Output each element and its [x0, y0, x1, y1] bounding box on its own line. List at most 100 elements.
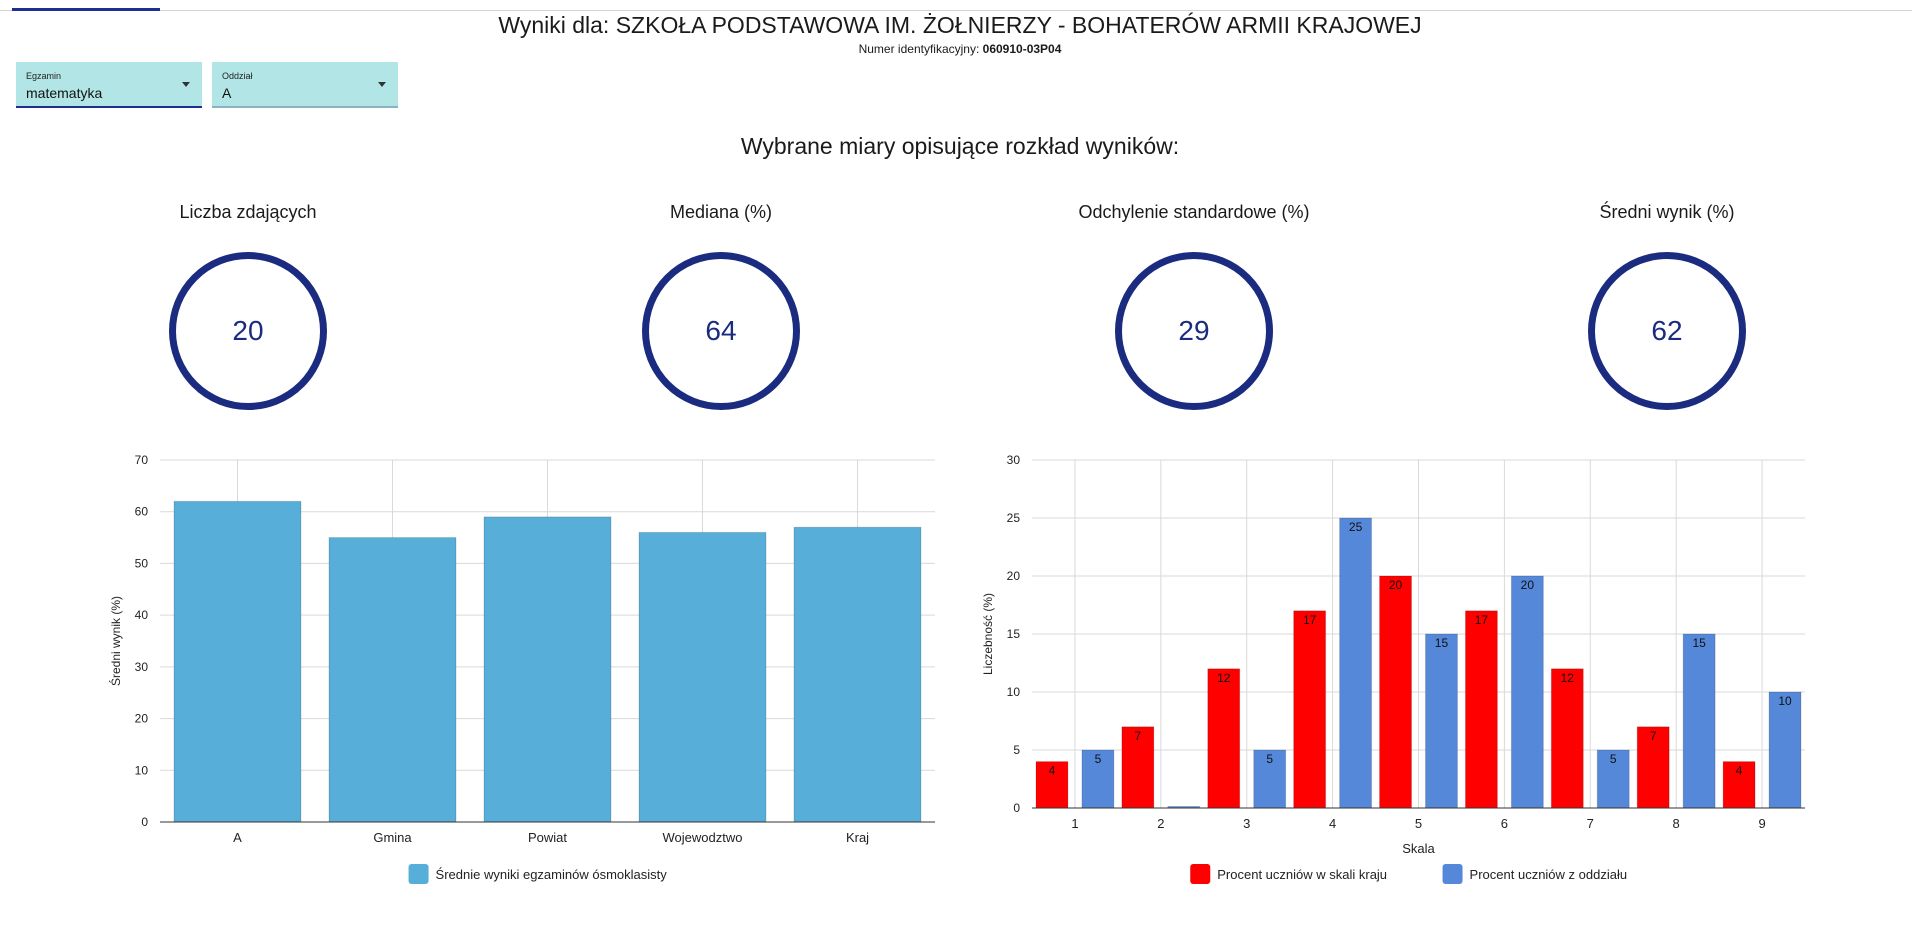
y-tick-label: 60: [135, 505, 149, 519]
class-select-label: Oddział: [222, 71, 253, 81]
y-tick-label: 0: [141, 815, 148, 829]
data-label: 5: [1266, 752, 1273, 766]
x-tick-label: 3: [1243, 816, 1250, 831]
bar: [1722, 761, 1756, 809]
data-label: 5: [1610, 752, 1617, 766]
stat-label: Liczba zdających: [179, 202, 317, 222]
stat-card-stddev: Odchylenie standardowe (%) 29: [1044, 202, 1344, 410]
y-tick-label: 25: [1007, 511, 1021, 525]
bar: [1596, 749, 1630, 809]
x-tick-label: 6: [1501, 816, 1508, 831]
x-tick-label: Gmina: [373, 830, 412, 845]
y-axis-title: Średni wynik (%): [108, 596, 123, 686]
data-label: 4: [1049, 764, 1056, 778]
stat-label: Odchylenie standardowe (%): [1078, 202, 1310, 222]
bar: [638, 531, 767, 823]
data-label: 17: [1303, 613, 1317, 627]
bar: [483, 516, 612, 823]
stat-card-count: Liczba zdających 20: [98, 202, 398, 410]
x-tick-label: 4: [1329, 816, 1336, 831]
tab-underline: [0, 10, 1912, 11]
bar: [1636, 726, 1670, 809]
bar: [1768, 691, 1802, 809]
x-tick-label: A: [233, 830, 242, 845]
bar: [1293, 610, 1327, 809]
bar: [1339, 517, 1373, 809]
data-label: 15: [1692, 636, 1706, 650]
school-id-value: 060910-03P04: [982, 42, 1062, 56]
stat-ring: 64: [642, 252, 800, 410]
x-tick-label: 7: [1587, 816, 1594, 831]
legend-swatch: [1190, 864, 1211, 884]
stat-value: 62: [1651, 315, 1683, 346]
bar: [1550, 668, 1584, 809]
y-tick-label: 0: [1013, 801, 1020, 815]
y-tick-label: 5: [1013, 743, 1020, 757]
bar: [1121, 726, 1155, 809]
bar: [1379, 575, 1412, 809]
bar: [1081, 749, 1115, 809]
bar: [1510, 575, 1544, 809]
school-id-label: Numer identyfikacyjny:: [858, 42, 980, 56]
y-tick-label: 10: [1007, 685, 1021, 699]
data-label: 12: [1561, 671, 1575, 685]
stat-card-mean: Średni wynik (%) 62: [1517, 202, 1817, 410]
y-tick-label: 40: [135, 608, 149, 622]
stat-label: Mediana (%): [669, 202, 773, 222]
school-id: Numer identyfikacyjny: 060910-03P04: [0, 42, 1920, 56]
x-tick-label: 1: [1071, 816, 1078, 831]
y-tick-label: 10: [135, 763, 149, 777]
stat-card-median: Mediana (%) 64: [571, 202, 871, 410]
x-tick-label: 2: [1157, 816, 1164, 831]
data-label: 7: [1650, 729, 1657, 743]
y-tick-label: 30: [1007, 453, 1021, 467]
legend-label: Procent uczniów z oddziału: [1470, 867, 1628, 882]
bar: [1464, 610, 1498, 809]
bar: [1425, 633, 1458, 809]
data-label: 25: [1349, 520, 1363, 534]
y-tick-label: 20: [1007, 569, 1021, 583]
chevron-down-icon: [182, 82, 190, 87]
y-tick-label: 15: [1007, 627, 1021, 641]
data-label: 5: [1095, 752, 1102, 766]
exam-select[interactable]: Egzamin matematyka: [16, 62, 202, 108]
legend-label: Średnie wyniki egzaminów ósmoklasisty: [436, 867, 668, 882]
stat-ring: 20: [169, 252, 327, 410]
mean-results-chart: 0 10 20 30 40 50 60 70 A Gmina Powiat Wojewodztwo Kr…: [108, 453, 935, 884]
class-select[interactable]: Oddział A: [212, 62, 398, 108]
data-label: 17: [1475, 613, 1489, 627]
stat-value: 29: [1178, 315, 1210, 346]
bar: [1207, 668, 1241, 809]
x-tick-label: 8: [1673, 816, 1680, 831]
legend-label: Procent uczniów w skali kraju: [1217, 867, 1387, 882]
data-label: 10: [1778, 694, 1792, 708]
bar: [173, 500, 302, 823]
class-select-value: A: [222, 85, 232, 101]
x-tick-label: 5: [1415, 816, 1422, 831]
x-tick-label: 9: [1758, 816, 1765, 831]
data-label: 12: [1217, 671, 1231, 685]
stat-ring: 62: [1588, 252, 1746, 410]
y-tick-label: 50: [135, 556, 149, 570]
data-label: 4: [1736, 764, 1743, 778]
exam-select-label: Egzamin: [26, 71, 62, 81]
data-label: 7: [1135, 729, 1142, 743]
stat-value: 64: [705, 315, 737, 346]
data-label: 15: [1435, 636, 1449, 650]
y-tick-label: 70: [135, 453, 149, 467]
x-axis-title: Skala: [1402, 841, 1435, 856]
stat-value: 20: [232, 315, 264, 346]
stat-label: Średni wynik (%): [1599, 202, 1735, 222]
page-title: Wyniki dla: SZKOŁA PODSTAWOWA IM. ŻOŁNIE…: [498, 12, 1422, 38]
bar: [1035, 761, 1069, 809]
section-title: Wybrane miary opisujące rozkład wyników:: [740, 133, 1180, 159]
legend-swatch: [408, 864, 429, 884]
x-tick-label: Wojewodztwo: [663, 830, 743, 845]
data-label: 20: [1521, 578, 1535, 592]
data-label: 20: [1389, 578, 1403, 592]
y-tick-label: 30: [135, 660, 149, 674]
y-tick-label: 20: [135, 712, 149, 726]
x-tick-label: Powiat: [528, 830, 567, 845]
y-axis-title: Liczebność (%): [981, 593, 995, 675]
